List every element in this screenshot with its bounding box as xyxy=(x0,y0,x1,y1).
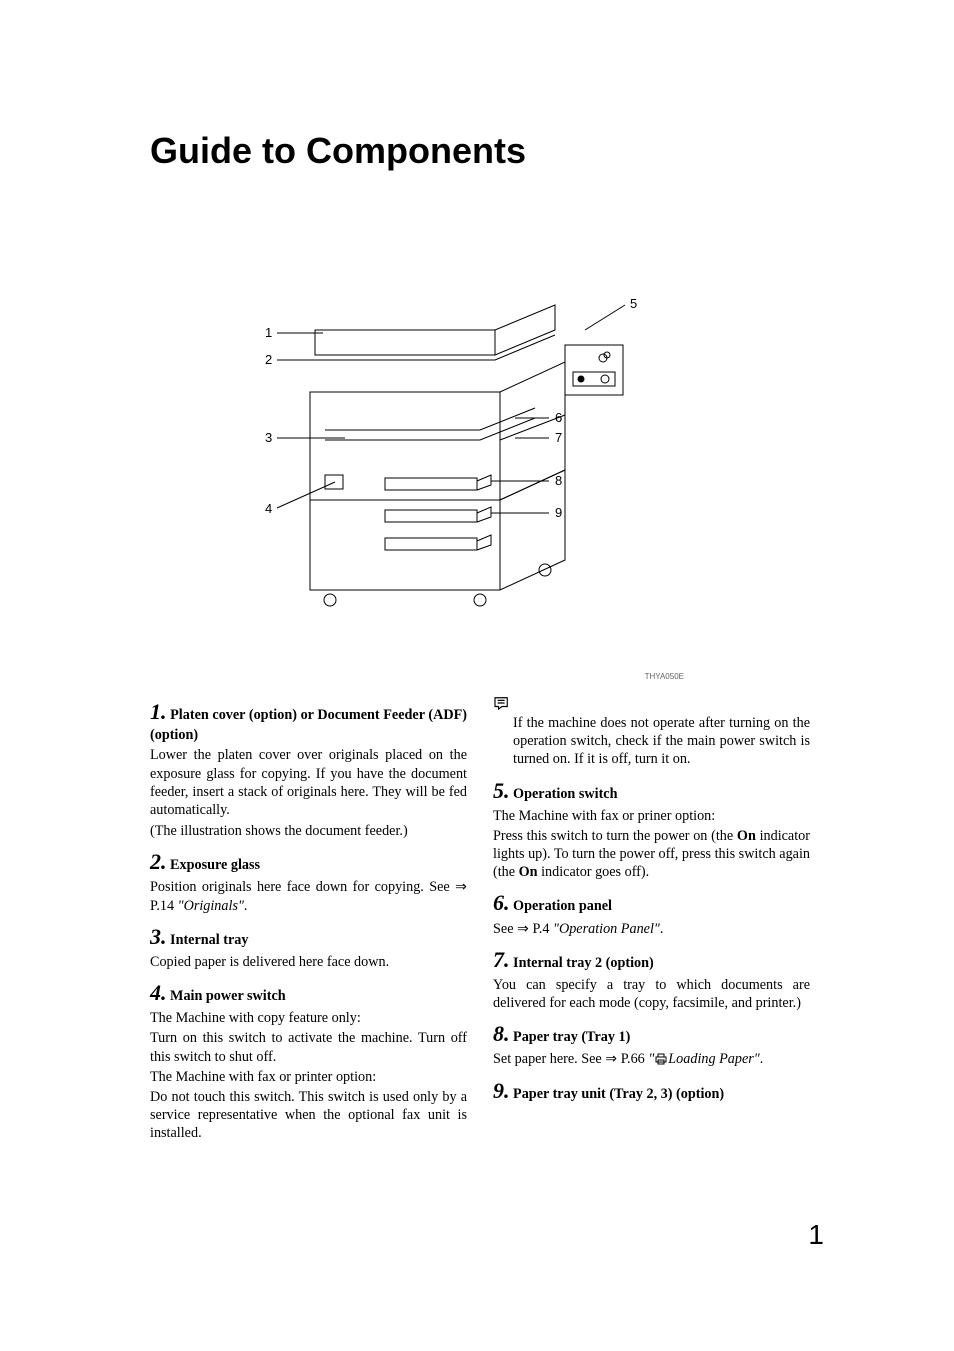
item-body-3: Copied paper is delivered here face down… xyxy=(150,953,467,971)
component-diagram: 1 2 3 4 5 6 7 8 9 xyxy=(255,270,675,630)
item-head-2: 2. Exposure glass xyxy=(150,848,467,876)
diagram-label-2: 2 xyxy=(265,352,272,367)
item-body-7: You can specify a tray to which document… xyxy=(493,976,810,1012)
item-head-6: 6. Operation panel xyxy=(493,889,810,917)
diagram-label-8: 8 xyxy=(555,473,562,488)
item-body-6: See ⇒ P.4 "Operation Panel". xyxy=(493,920,810,938)
diagram-label-9: 9 xyxy=(555,505,562,520)
item-body-2: Position originals here face down for co… xyxy=(150,878,467,914)
item-body-5b: Press this switch to turn the power on (… xyxy=(493,827,810,882)
item-body-4c: The Machine with fax or printer option: xyxy=(150,1068,467,1086)
note-body: If the machine does not operate after tu… xyxy=(513,714,810,769)
item-body-5a: The Machine with fax or priner option: xyxy=(493,807,810,825)
right-column: If the machine does not operate after tu… xyxy=(493,690,810,1142)
diagram-label-1: 1 xyxy=(265,325,272,340)
item-head-8: 8. Paper tray (Tray 1) xyxy=(493,1020,810,1048)
diagram-label-7: 7 xyxy=(555,430,562,445)
item-head-4: 4. Main power switch xyxy=(150,979,467,1007)
printer-icon xyxy=(654,1053,668,1065)
diagram-code: THYA050E xyxy=(645,672,684,681)
note-icon xyxy=(493,696,511,710)
item-head-7: 7. Internal tray 2 (option) xyxy=(493,946,810,974)
item-body-4b: Turn on this switch to activate the mach… xyxy=(150,1029,467,1065)
item-head-3: 3. Internal tray xyxy=(150,923,467,951)
page-title: Guide to Components xyxy=(150,130,526,172)
page-number: 1 xyxy=(808,1219,824,1251)
content-columns: 1. Platen cover (option) or Document Fee… xyxy=(150,690,810,1142)
item-head-9: 9. Paper tray unit (Tray 2, 3) (option) xyxy=(493,1077,810,1105)
diagram-label-6: 6 xyxy=(555,410,562,425)
left-column: 1. Platen cover (option) or Document Fee… xyxy=(150,690,467,1142)
item-body-8: Set paper here. See ⇒ P.66 "Loading Pape… xyxy=(493,1050,810,1068)
item-head-5: 5. Operation switch xyxy=(493,777,810,805)
item-body-1: Lower the platen cover over originals pl… xyxy=(150,746,467,819)
item-head-1: 1. Platen cover (option) or Document Fee… xyxy=(150,698,467,744)
item-body-4a: The Machine with copy feature only: xyxy=(150,1009,467,1027)
diagram-label-3: 3 xyxy=(265,430,272,445)
diagram-label-4: 4 xyxy=(265,501,272,516)
item-paren-1: (The illustration shows the document fee… xyxy=(150,822,467,840)
item-body-4d: Do not touch this switch. This switch is… xyxy=(150,1088,467,1143)
diagram-label-5: 5 xyxy=(630,296,637,311)
